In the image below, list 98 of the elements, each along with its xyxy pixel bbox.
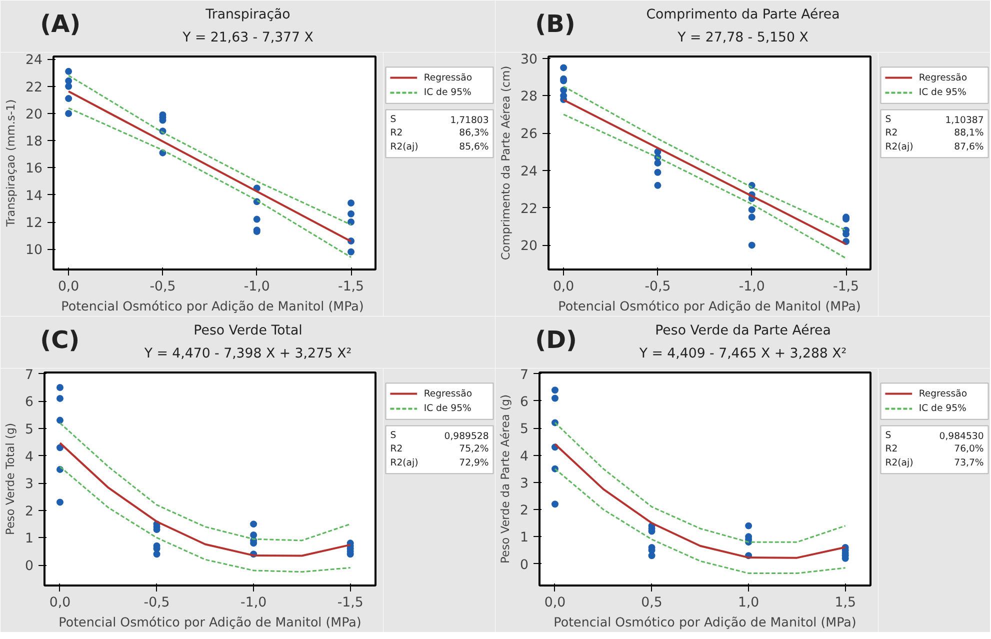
legend-label: Regressão <box>918 388 968 400</box>
text: S <box>390 430 396 441</box>
chart-title: Peso Verde Total <box>194 324 302 339</box>
text: R2(aj) <box>885 458 914 469</box>
y-tick-label: 18 <box>26 134 43 150</box>
y-tick-label: 7 <box>520 368 529 383</box>
x-tick-label: -0,5 <box>144 596 170 610</box>
y-tick-label: 0 <box>520 558 529 573</box>
y-tick-label: 24 <box>26 53 43 68</box>
y-tick-label: 3 <box>520 476 529 492</box>
legend-label: IC de 95% <box>918 403 967 414</box>
text: (A) <box>40 10 81 38</box>
y-axis-title: Transpiraçao (mm.s-1) <box>4 99 18 228</box>
x-tick-label: -1,0 <box>738 280 765 294</box>
chart-title: Transpiração <box>204 8 290 23</box>
y-tick-label: 14 <box>26 188 43 204</box>
text: 1,10387 <box>945 114 984 126</box>
x-tick-label: 0,0 <box>49 596 71 610</box>
legend-label: Regressão <box>918 72 968 84</box>
y-tick-label: 0 <box>25 559 34 574</box>
y-tick-label: 1 <box>25 532 34 547</box>
y-tick-label: 26 <box>520 127 538 142</box>
x-tick-label: 0,5 <box>641 596 662 610</box>
text: 72,9% <box>459 458 489 469</box>
y-tick-label: 2 <box>25 504 34 520</box>
y-tick-label: 20 <box>26 107 43 122</box>
text: 0,989528 <box>444 430 489 442</box>
text: (C) <box>40 326 80 354</box>
y-tick-label: 6 <box>520 394 529 410</box>
text: 75,2% <box>459 444 489 455</box>
y-tick-label: 7 <box>25 368 34 383</box>
y-tick-label: 12 <box>26 216 43 232</box>
text: R2 <box>390 128 403 139</box>
x-tick-label: -1,0 <box>244 280 270 294</box>
legend-label: IC de 95% <box>424 403 472 414</box>
x-tick-label: -1,5 <box>833 280 860 294</box>
text: 88,1% <box>954 128 984 139</box>
chart-subtitle: Y = 4,470 - 7,398 X + 3,275 X² <box>143 346 352 362</box>
x-tick-label: -0,5 <box>644 280 671 294</box>
y-tick-label: 5 <box>520 422 529 438</box>
text: R2(aj) <box>885 142 914 153</box>
x-tick-label: -1,0 <box>240 596 267 610</box>
x-tick-label: 1,5 <box>834 596 856 610</box>
y-tick-label: 3 <box>25 477 34 492</box>
y-tick-label: 16 <box>26 162 43 177</box>
chart-title: Comprimento da Parte Aérea <box>646 8 840 23</box>
x-tick-label: 1,0 <box>738 596 760 610</box>
legend-label: IC de 95% <box>424 87 472 98</box>
text: 86,3% <box>459 128 489 139</box>
y-tick-label: 20 <box>520 239 538 254</box>
legend-label: Regressão <box>424 72 472 84</box>
chart-subtitle: Y = 21,63 - 7,377 X <box>182 30 314 46</box>
chart-subtitle: Y = 27,78 - 5,150 X <box>676 30 808 46</box>
chart-title: Peso Verde da Parte Aérea <box>655 324 831 339</box>
text: 1,71803 <box>450 114 489 126</box>
x-tick-label: -1,5 <box>337 596 364 610</box>
text: 85,6% <box>459 142 489 153</box>
text: R2(aj) <box>390 458 418 469</box>
text: R2 <box>885 444 898 455</box>
legend-label: Regressão <box>424 388 472 400</box>
y-tick-label: 4 <box>520 449 529 464</box>
x-tick-label: 0,0 <box>552 280 574 294</box>
text: R2(aj) <box>390 142 418 153</box>
text: (D) <box>535 326 577 354</box>
x-tick-label: 0,0 <box>544 596 566 610</box>
x-axis-title: Potencial Osmótico por Adição de Manitol (MPa) <box>61 298 364 314</box>
text: 87,6% <box>954 142 984 153</box>
y-tick-label: 5 <box>25 422 34 438</box>
y-tick-label: 24 <box>520 164 538 180</box>
x-tick-label: -1,5 <box>338 280 364 294</box>
text: R2 <box>390 444 403 455</box>
text: 0,984530 <box>939 430 984 442</box>
y-tick-label: 2 <box>520 504 529 519</box>
x-axis-title: Potencial Osmótico por Adição de Manitol (MPa) <box>58 614 362 630</box>
text: (B) <box>535 10 576 38</box>
y-tick-label: 6 <box>25 395 34 410</box>
text: 76,0% <box>954 444 984 455</box>
legend-label: IC de 95% <box>918 87 967 98</box>
text: S <box>885 114 892 125</box>
y-tick-label: 28 <box>520 90 538 105</box>
text: 73,7% <box>954 458 984 469</box>
text: S <box>885 430 892 441</box>
x-tick-label: 0,0 <box>58 280 80 294</box>
x-tick-label: -0,5 <box>150 280 176 294</box>
chart-subtitle: Y = 4,409 - 7,465 X + 3,288 X² <box>638 346 847 362</box>
y-tick-label: 22 <box>26 80 43 96</box>
y-tick-label: 1 <box>520 530 529 546</box>
y-tick-label: 30 <box>520 52 538 68</box>
x-axis-title: Potencial Osmótico por Adição de Manitol (MPa) <box>558 298 861 314</box>
y-tick-label: 10 <box>26 243 43 258</box>
x-axis-title: Potencial Osmótico por Adição de Manitol (MPa) <box>554 614 856 630</box>
text: S <box>390 114 396 125</box>
y-axis-title: Peso Verde da Parte Aérea (g) <box>498 394 512 564</box>
y-tick-label: 4 <box>25 450 34 465</box>
y-tick-label: 22 <box>520 202 538 217</box>
text: R2 <box>885 128 898 139</box>
y-axis-title: Comprimento da Parte Aérea (cm) <box>498 66 513 260</box>
y-axis-title: Peso Verde Total (g) <box>3 423 18 535</box>
